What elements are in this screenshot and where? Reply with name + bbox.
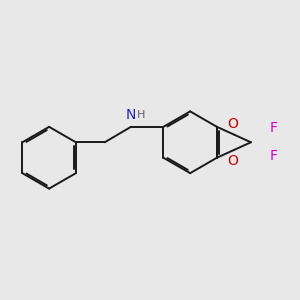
Text: F: F	[269, 149, 278, 163]
Text: O: O	[227, 154, 238, 168]
Text: O: O	[227, 117, 238, 131]
Text: H: H	[136, 110, 145, 120]
Text: F: F	[269, 122, 278, 135]
Text: N: N	[126, 108, 136, 122]
